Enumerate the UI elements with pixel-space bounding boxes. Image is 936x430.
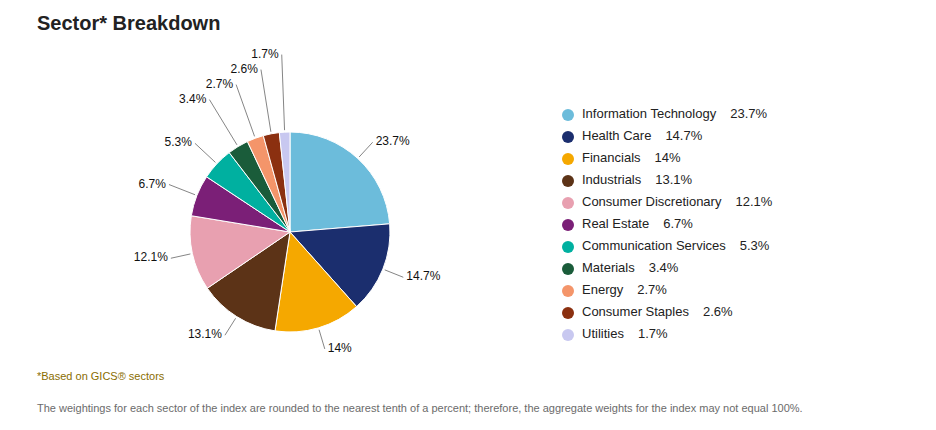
- legend-entry: Real Estate 6.7%: [582, 216, 693, 231]
- leader-line: [385, 270, 404, 277]
- legend-value: 23.7%: [730, 106, 767, 121]
- legend-label: Communication Services: [582, 238, 726, 253]
- legend-entry: Energy 2.7%: [582, 282, 667, 297]
- legend-value: 3.4%: [649, 260, 679, 275]
- data-label: 3.4%: [179, 92, 207, 106]
- leader-line: [261, 70, 271, 132]
- legend: Information Technology 23.7% Health Care 14…: [562, 106, 773, 341]
- legend-label: Materials: [582, 260, 635, 275]
- leader-line: [236, 85, 254, 137]
- leader-line: [319, 330, 325, 349]
- data-label: 1.7%: [251, 47, 279, 61]
- legend-label: Information Technology: [582, 106, 717, 121]
- legend-entry: Information Technology 23.7%: [582, 106, 767, 121]
- legend-entry: Consumer Discretionary 12.1%: [582, 194, 773, 209]
- legend-marker: [562, 307, 574, 319]
- legend-label: Energy: [582, 282, 624, 297]
- legend-entry: Health Care 14.7%: [582, 128, 703, 143]
- legend-value: 13.1%: [655, 172, 692, 187]
- title: Sector* Breakdown: [37, 12, 220, 34]
- footnote: The weightings for each sector of the in…: [37, 402, 803, 414]
- legend-label: Consumer Discretionary: [582, 194, 722, 209]
- legend-marker: [562, 241, 574, 253]
- legend-label: Utilities: [582, 326, 624, 341]
- legend-marker: [562, 329, 574, 341]
- data-label: 14.7%: [406, 269, 440, 283]
- legend-entry: Financials 14%: [582, 150, 681, 165]
- legend-entry: Utilities 1.7%: [582, 326, 668, 341]
- legend-marker: [562, 131, 574, 143]
- legend-value: 14%: [655, 150, 681, 165]
- chart: Sector* Breakdown 23.7% 14.7% 14% 13.1% 12.1%…: [0, 0, 936, 430]
- data-label: 14%: [328, 341, 352, 355]
- data-label: 2.7%: [206, 77, 234, 91]
- data-label: 2.6%: [231, 62, 259, 76]
- legend-marker: [562, 219, 574, 231]
- legend-marker: [562, 109, 574, 121]
- legend-value: 2.7%: [637, 282, 667, 297]
- legend-label: Industrials: [582, 172, 642, 187]
- legend-marker: [562, 263, 574, 275]
- data-label: 5.3%: [165, 135, 193, 149]
- leader-line: [359, 142, 373, 157]
- legend-value: 5.3%: [740, 238, 770, 253]
- pie-slice: [279, 132, 290, 232]
- leader-line: [282, 55, 285, 131]
- legend-entry: Industrials 13.1%: [582, 172, 693, 187]
- data-label: 23.7%: [376, 134, 410, 148]
- data-label: 6.7%: [139, 177, 167, 191]
- leader-line: [195, 143, 215, 162]
- leader-line: [225, 318, 236, 335]
- footnote: *Based on GICS® sectors: [37, 370, 165, 382]
- data-label: 13.1%: [188, 327, 222, 341]
- data-label: 12.1%: [134, 250, 168, 264]
- legend-entry: Communication Services 5.3%: [582, 238, 770, 253]
- legend-marker: [562, 285, 574, 297]
- legend-label: Real Estate: [582, 216, 649, 231]
- legend-value: 6.7%: [663, 216, 693, 231]
- legend-value: 12.1%: [735, 194, 772, 209]
- pie: [190, 132, 390, 332]
- data-labels: 23.7% 14.7% 14% 13.1% 12.1% 6.7% 5.3% 3.4%2.7%2…: [134, 47, 441, 355]
- legend-entry: Consumer Staples 2.6%: [582, 304, 733, 319]
- legend-label: Financials: [582, 150, 641, 165]
- leader-line: [209, 100, 237, 145]
- pie-slice: [263, 133, 290, 232]
- legend-label: Consumer Staples: [582, 304, 689, 319]
- leader-line: [171, 254, 191, 258]
- leader-line: [169, 185, 195, 195]
- legend-marker: [562, 153, 574, 165]
- legend-value: 14.7%: [665, 128, 702, 143]
- legend-value: 2.6%: [703, 304, 733, 319]
- legend-entry: Materials 3.4%: [582, 260, 679, 275]
- legend-value: 1.7%: [638, 326, 668, 341]
- legend-marker: [562, 197, 574, 209]
- legend-marker: [562, 175, 574, 187]
- legend-label: Health Care: [582, 128, 651, 143]
